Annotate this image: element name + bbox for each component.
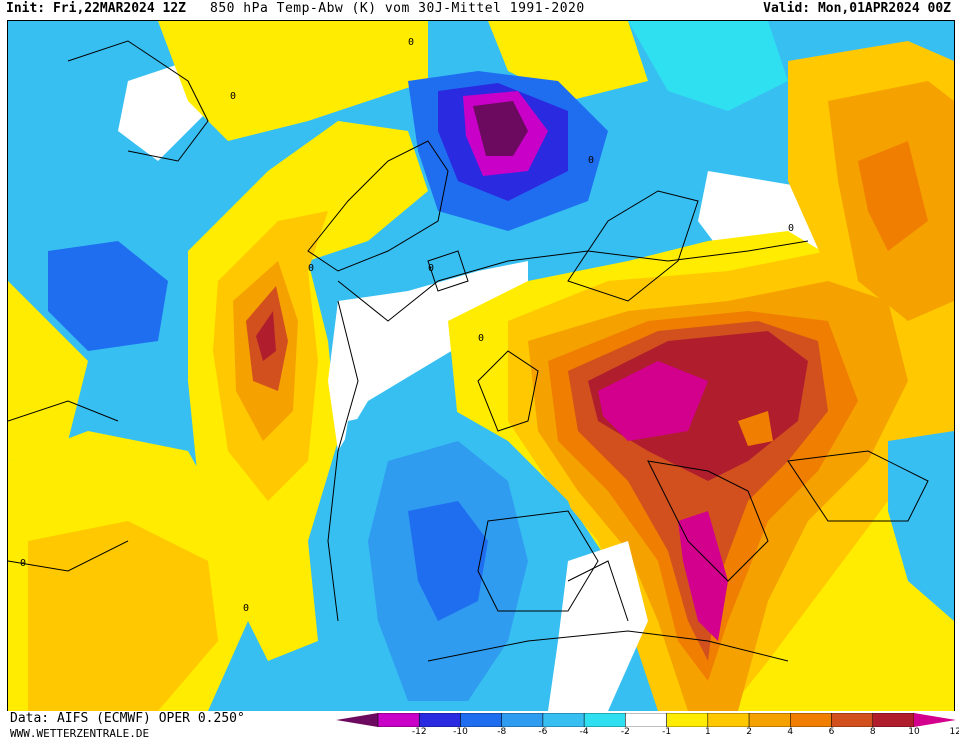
legend-tick-label: 12 <box>949 727 959 737</box>
coastlines <box>307 140 929 662</box>
map-title: 850 hPa Temp-Abw (K) vom 30J-Mittel 1991… <box>210 1 585 16</box>
map-footer: Data: AIFS (ECMWF) OPER 0.250° WWW.WETTE… <box>0 711 959 741</box>
anomaly-area <box>548 541 648 711</box>
legend-swatch <box>790 713 832 727</box>
italy-balkans-coast <box>647 460 769 582</box>
anomaly-area <box>738 411 773 446</box>
legend-swatch <box>872 713 915 727</box>
anomaly-area <box>408 501 488 621</box>
anomaly-area <box>628 21 788 111</box>
legend-swatches <box>377 713 915 727</box>
contour-label: 0 <box>788 223 794 234</box>
anomaly-area <box>158 21 428 141</box>
map-header: Init: Fri,22MAR2024 12Z 850 hPa Temp-Abw… <box>0 0 959 18</box>
anomaly-area <box>888 431 954 621</box>
init-time: Init: Fri,22MAR2024 12Z <box>6 1 187 16</box>
legend-swatch <box>583 713 626 727</box>
contour-label: 0 <box>20 558 26 569</box>
contour-line <box>337 240 809 322</box>
contour-label: 0 <box>308 263 314 274</box>
contour-label: 0 <box>428 263 434 274</box>
black-sea-coast <box>787 450 929 522</box>
legend-tick-label: -6 <box>538 727 548 737</box>
contour-label: 0 <box>243 603 249 614</box>
legend-colorbar <box>336 713 956 727</box>
north-africa-coast <box>427 630 789 662</box>
valid-time: Valid: Mon,01APR2024 00Z <box>763 1 951 16</box>
legend-tick-label: -12 <box>411 727 427 737</box>
contour-line <box>327 300 359 622</box>
legend-swatch <box>501 713 544 727</box>
legend-swatch <box>542 713 585 727</box>
site-url: WWW.WETTERZENTRALE.DE <box>10 727 150 740</box>
anomaly-area <box>256 311 276 361</box>
legend-swatch <box>418 713 461 727</box>
legend-swatch <box>377 713 420 727</box>
legend-tick-label: 2 <box>746 727 752 737</box>
legend-swatch <box>666 713 709 727</box>
legend-tick-label: 6 <box>828 727 835 737</box>
contour-label: 0 <box>408 37 414 48</box>
contour-line <box>8 400 119 422</box>
legend-tick-label: 10 <box>908 727 920 737</box>
contour-line <box>67 40 209 162</box>
greenland-coast <box>307 140 449 272</box>
legend-swatch <box>748 713 791 727</box>
british-isles-coast <box>477 350 539 432</box>
legend-tick-label: 1 <box>704 727 711 737</box>
legend-swatch <box>460 713 502 727</box>
contour-label: 0 <box>588 155 594 166</box>
legend-swatch <box>625 713 667 727</box>
legend-tick-label: -2 <box>620 727 630 737</box>
anomaly-area <box>858 141 928 251</box>
legend-swatch <box>707 713 750 727</box>
contour-line <box>567 560 629 622</box>
map-canvas: 0 0 0 0 0 0 0 0 0 <box>8 21 954 711</box>
anomaly-area <box>598 361 708 441</box>
iberia-coast <box>477 510 599 612</box>
legend-tick-label: -4 <box>579 727 589 737</box>
anomaly-area <box>8 281 88 461</box>
anomaly-area <box>48 241 168 351</box>
iceland-coast <box>427 250 469 292</box>
contour-label: 0 <box>478 333 484 344</box>
contour-label: 0 <box>230 91 236 102</box>
legend-tick-label: -1 <box>662 727 672 737</box>
anomaly-area <box>473 101 528 156</box>
legend-swatch <box>831 713 874 727</box>
legend-arrow-left <box>336 713 378 727</box>
contour-line <box>8 540 129 572</box>
legend-tick-labels: -12 -10 -8 -6 -4 -2 -1 1 2 4 6 8 10 12 <box>336 727 959 739</box>
legend-arrow-right <box>914 713 956 727</box>
temperature-anomaly-map: 0 0 0 0 0 0 0 0 0 <box>7 20 955 712</box>
scandinavia-coast <box>567 190 699 302</box>
legend-tick-label: -10 <box>453 727 468 737</box>
data-source: Data: AIFS (ECMWF) OPER 0.250° <box>10 711 245 726</box>
legend-tick-label: 8 <box>869 727 876 737</box>
legend-tick-label: 4 <box>787 727 794 737</box>
anomaly-area <box>28 521 218 711</box>
zero-contours <box>8 40 809 622</box>
contour-labels: 0 0 0 0 0 0 0 0 0 <box>20 37 794 614</box>
legend-tick-label: -8 <box>497 727 507 737</box>
